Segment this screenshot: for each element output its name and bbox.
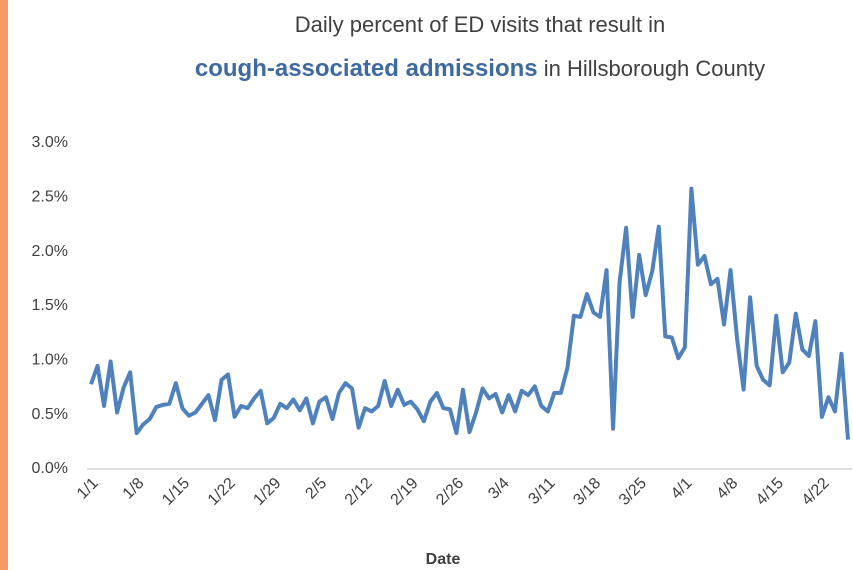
y-tick-label: 2.5% [32, 189, 68, 206]
y-tick-label: 0.5% [32, 406, 68, 423]
x-axis-label: Date [426, 551, 461, 568]
x-tick-label: 1/22 [205, 475, 239, 509]
chart-title: Daily percent of ED visits that result i… [295, 12, 665, 37]
x-tick-label: 4/15 [753, 475, 787, 509]
x-tick-label: 1/15 [159, 475, 193, 509]
y-tick-label: 1.5% [32, 297, 68, 314]
title-rest: in Hillsborough County [544, 56, 765, 81]
x-tick-label: 3/4 [485, 475, 513, 503]
x-tick-label: 1/1 [74, 475, 102, 503]
y-tick-label: 3.0% [32, 134, 68, 151]
chart-title-line2: cough-associated admissions in Hillsboro… [195, 55, 765, 82]
x-tick-label: 2/12 [342, 475, 376, 509]
x-tick-label: 3/25 [616, 475, 650, 509]
x-tick-label: 1/8 [120, 475, 148, 503]
x-tick-label: 4/22 [799, 475, 833, 509]
x-tick-label: 3/18 [570, 475, 604, 509]
x-tick-label: 4/1 [668, 475, 696, 503]
x-tick-label: 2/5 [302, 475, 330, 503]
x-tick-label: 1/29 [250, 475, 284, 509]
y-tick-label: 2.0% [32, 243, 68, 260]
x-tick-label: 2/26 [433, 475, 467, 509]
x-tick-label: 3/11 [525, 475, 558, 508]
x-tick-label: 2/19 [388, 475, 422, 509]
y-tick-label: 1.0% [32, 352, 68, 369]
x-tick-label: 4/8 [714, 475, 742, 503]
data-line [89, 186, 850, 440]
side-bar [0, 0, 8, 570]
title-highlight: cough-associated admissions [195, 55, 538, 82]
y-tick-label: 0.0% [32, 460, 68, 477]
